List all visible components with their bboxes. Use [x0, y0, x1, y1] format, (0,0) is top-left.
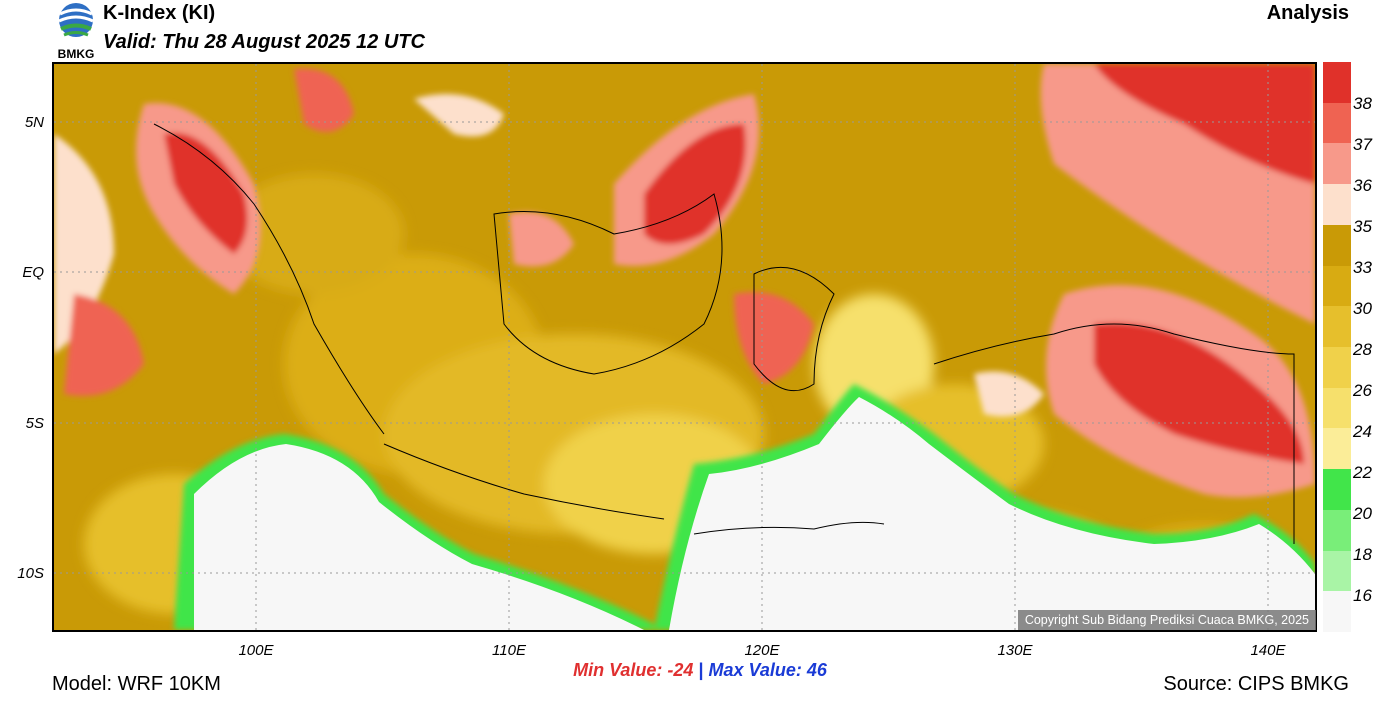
min-value: Min Value: -24	[573, 660, 694, 680]
colorbar-swatch	[1323, 550, 1351, 592]
lat-label-eq: EQ	[22, 264, 44, 281]
colorbar-swatch	[1323, 347, 1351, 388]
colorbar-label: 35	[1353, 217, 1372, 236]
colorbar-swatch	[1323, 62, 1351, 103]
product-type-label: Analysis	[1266, 2, 1349, 24]
lon-label-120e: 120E	[744, 642, 780, 659]
colorbar-label: 24	[1353, 422, 1372, 441]
colorbar-label: 37	[1353, 135, 1372, 154]
lon-label-110e: 110E	[492, 642, 526, 659]
copyright-notice: Copyright Sub Bidang Prediksi Cuaca BMKG…	[1017, 610, 1316, 630]
high-ki-cells	[54, 64, 1315, 498]
colorbar-swatch	[1323, 143, 1351, 185]
colorbar-swatch	[1323, 428, 1351, 470]
colorbar-swatch	[1323, 102, 1351, 144]
lon-label-100e: 100E	[238, 642, 274, 659]
logo-text: BMKG	[58, 47, 95, 60]
colorbar-swatch	[1323, 591, 1351, 633]
colorbar-swatch	[1323, 224, 1351, 266]
lon-label-140e: 140E	[1250, 642, 1286, 659]
colorbar-swatch	[1323, 469, 1351, 510]
graticule	[54, 64, 1315, 630]
lon-label-130e: 130E	[997, 642, 1033, 659]
source-label: Source: CIPS BMKG	[1163, 673, 1349, 695]
colorbar-label: 28	[1353, 340, 1372, 359]
map-canvas	[54, 64, 1315, 630]
coastlines	[153, 123, 1295, 544]
valid-time: Valid: Thu 28 August 2025 12 UTC	[103, 31, 425, 53]
colorbar-swatch	[1323, 509, 1351, 551]
lat-label-5n: 5N	[24, 114, 44, 131]
max-value: Max Value: 46	[708, 660, 827, 680]
colorbar-swatch	[1323, 265, 1351, 307]
lat-label-10s: 10S	[17, 565, 44, 582]
colorbar-label: 26	[1353, 381, 1372, 400]
colorbar-label: 30	[1353, 299, 1372, 318]
lat-label-5s: 5S	[25, 415, 44, 432]
min-max-values: Min Value: -24 | Max Value: 46	[0, 660, 1400, 681]
colorbar-swatch	[1323, 184, 1351, 225]
separator: |	[698, 660, 704, 680]
colorbar-label: 33	[1353, 258, 1372, 277]
colorbar-label: 20	[1353, 504, 1372, 523]
colorbar-label: 36	[1353, 176, 1372, 195]
k-index-map	[52, 62, 1317, 632]
colorbar-swatch	[1323, 387, 1351, 429]
colorbar-label: 16	[1353, 586, 1372, 605]
colorbar-label: 38	[1353, 94, 1372, 113]
chart-title: K-Index (KI)	[103, 2, 216, 24]
colorbar-swatch	[1323, 306, 1351, 348]
model-label: Model: WRF 10KM	[52, 673, 221, 695]
colorbar-label: 18	[1353, 545, 1372, 564]
colorbar-label: 22	[1353, 463, 1372, 482]
colorbar	[1323, 62, 1351, 633]
bmkg-logo: BMKG	[58, 3, 95, 60]
